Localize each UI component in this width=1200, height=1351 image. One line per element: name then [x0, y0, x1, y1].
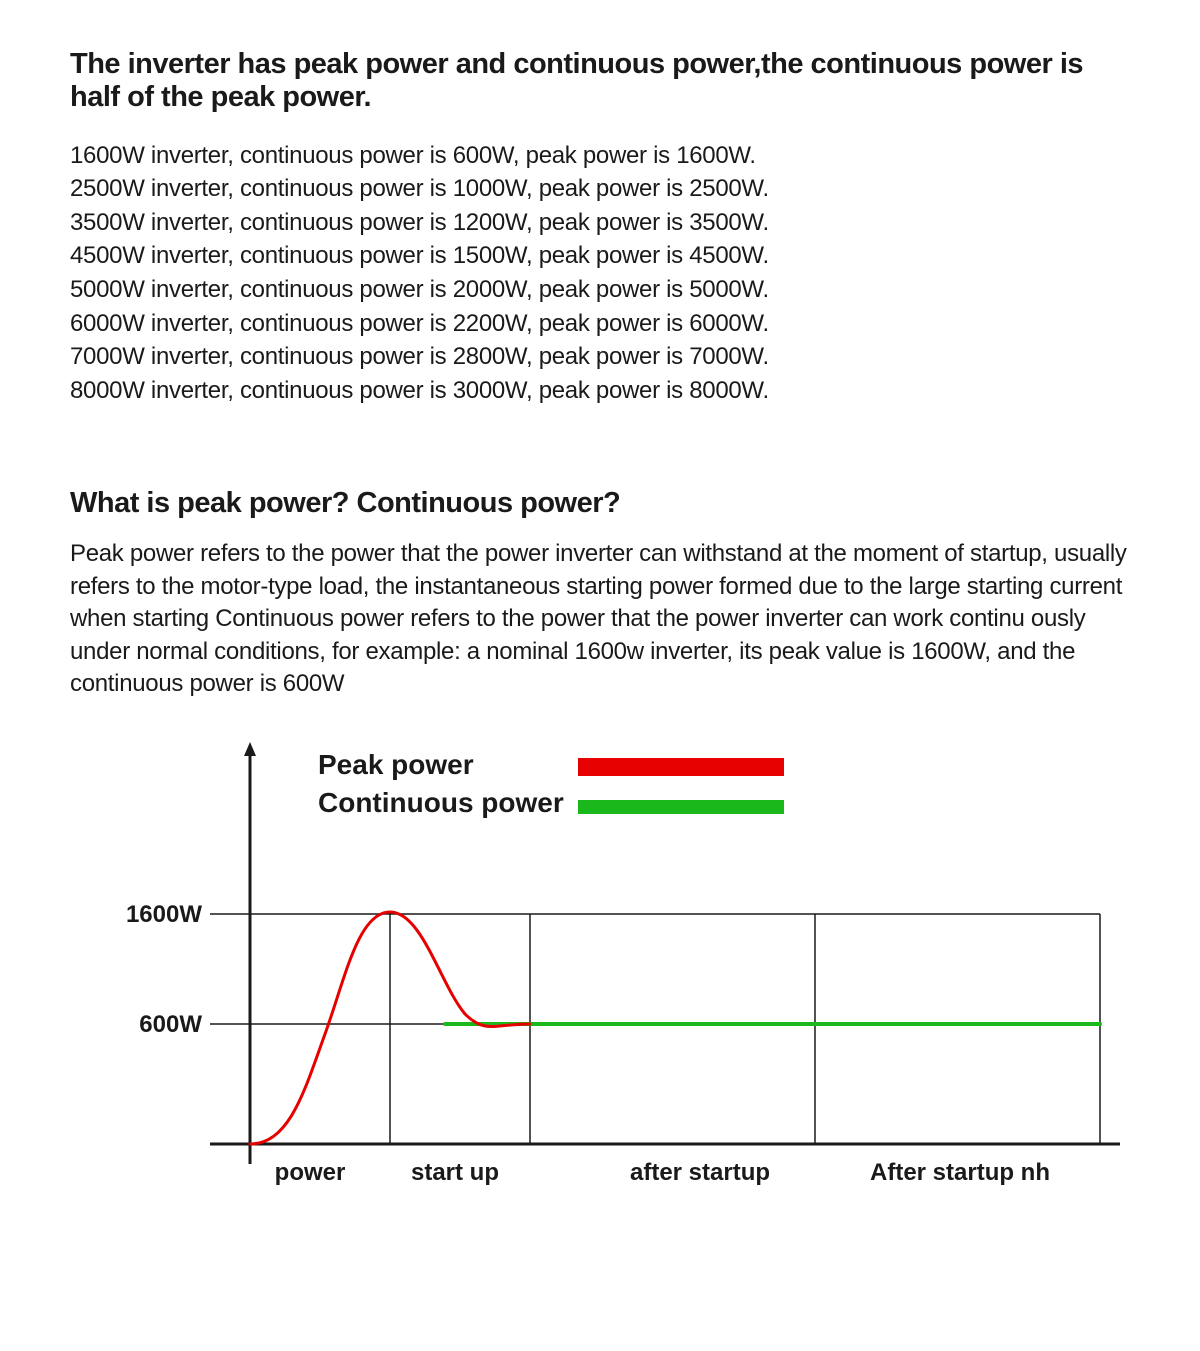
svg-text:after startup: after startup: [630, 1159, 770, 1186]
svg-text:Continuous power: Continuous power: [318, 787, 564, 818]
spec-line: 4500W inverter, continuous power is 1500…: [70, 239, 1130, 273]
svg-text:After startup nh: After startup nh: [870, 1159, 1050, 1186]
main-heading: The inverter has peak power and continuo…: [70, 48, 1130, 115]
spec-line: 1600W inverter, continuous power is 600W…: [70, 139, 1130, 173]
spec-line: 7000W inverter, continuous power is 2800…: [70, 340, 1130, 374]
svg-text:start up: start up: [411, 1159, 499, 1186]
svg-text:1600W: 1600W: [126, 901, 202, 928]
spec-list: 1600W inverter, continuous power is 600W…: [70, 139, 1130, 408]
power-chart-svg: 1600W 600W power start up after startup After…: [100, 734, 1130, 1204]
svg-text:power: power: [275, 1159, 346, 1186]
spec-line: 3500W inverter, continuous power is 1200…: [70, 206, 1130, 240]
sub-heading: What is peak power? Continuous power?: [70, 487, 1130, 520]
svg-text:600W: 600W: [139, 1011, 202, 1038]
spec-line: 5000W inverter, continuous power is 2000…: [70, 273, 1130, 307]
svg-text:Peak power: Peak power: [318, 749, 474, 780]
explanation-text: Peak power refers to the power that the …: [70, 538, 1130, 700]
spec-line: 2500W inverter, continuous power is 1000…: [70, 172, 1130, 206]
spec-line: 6000W inverter, continuous power is 2200…: [70, 307, 1130, 341]
power-chart: 1600W 600W power start up after startup After…: [100, 734, 1160, 1204]
spec-line: 8000W inverter, continuous power is 3000…: [70, 374, 1130, 408]
